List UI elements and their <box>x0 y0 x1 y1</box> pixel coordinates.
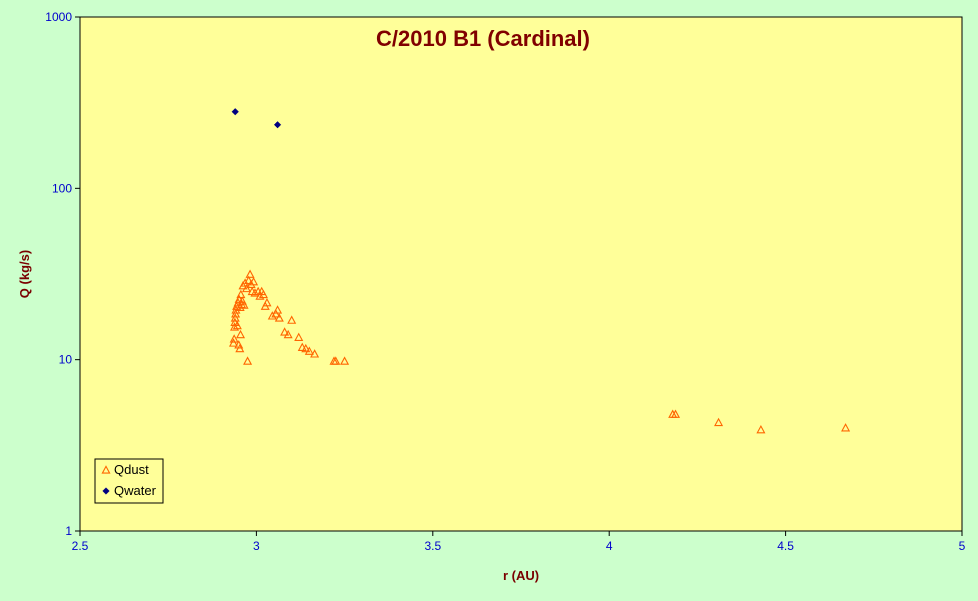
qdust-point <box>241 283 252 293</box>
y-tick-label: 10 <box>59 353 73 367</box>
plot-area <box>79 16 963 532</box>
qdust-point <box>243 356 253 365</box>
axes <box>75 16 963 536</box>
legend: Qdust Qwater <box>94 458 164 504</box>
qdust-point <box>340 356 350 365</box>
qdust-point <box>671 409 681 418</box>
qdust-point <box>250 288 260 297</box>
y-tick-label: 1 <box>65 524 72 538</box>
qdust-point <box>228 338 238 347</box>
qdust-point <box>267 311 277 320</box>
qdust-point <box>249 276 259 286</box>
qdust-point <box>231 309 241 318</box>
x-tick-label: 3 <box>253 539 260 553</box>
legend-qwater-marker <box>102 487 110 495</box>
qwater-point <box>273 121 282 129</box>
qdust-point <box>235 343 245 353</box>
x-tick-label: 4 <box>606 539 613 553</box>
qdust-point <box>238 281 248 290</box>
qdust-point <box>756 424 766 434</box>
qdust-point <box>232 320 242 330</box>
qdust-point <box>246 279 256 289</box>
qdust-point <box>230 322 240 331</box>
qdust-point <box>304 346 314 355</box>
legend-qdust-marker <box>101 465 111 474</box>
y-tick-label: 100 <box>52 181 72 195</box>
qdust-point <box>294 332 304 341</box>
y-tick-label: 1000 <box>45 10 72 24</box>
qdust-point <box>255 291 265 300</box>
qdust-point <box>301 343 311 353</box>
data-marks <box>228 108 851 434</box>
qdust-point <box>240 278 250 287</box>
qdust-point <box>262 297 272 307</box>
qdust-point <box>230 313 240 322</box>
qdust-point <box>331 356 341 365</box>
qdust-point <box>271 309 281 318</box>
qdust-point <box>258 289 268 299</box>
tick-labels: 2.5 3 3.5 4 4.5 5 1 10 100 1000 <box>45 10 965 553</box>
qdust-point <box>244 275 254 285</box>
qdust-point <box>274 313 284 322</box>
qdust-point <box>287 315 297 324</box>
legend-qdust-label: Qdust <box>114 462 149 477</box>
x-tick-label: 3.5 <box>424 539 441 553</box>
qdust-point <box>229 334 239 343</box>
qdust-point <box>283 329 293 339</box>
qdust-point <box>310 349 320 358</box>
qdust-point <box>239 300 249 309</box>
legend-qwater-label: Qwater <box>114 483 157 498</box>
qdust-point <box>280 327 290 336</box>
x-tick-label: 2.5 <box>72 539 89 553</box>
qdust-point <box>245 269 255 278</box>
qdust-point <box>236 329 246 339</box>
y-axis-title: Q (kg/s) <box>17 250 32 298</box>
qdust-point <box>273 305 283 314</box>
qwater-point <box>231 108 239 116</box>
x-tick-label: 4.5 <box>777 539 794 553</box>
x-axis-title: r (AU) <box>503 568 539 583</box>
chart-title: C/2010 B1 (Cardinal) <box>376 26 590 51</box>
qdust-point <box>714 417 724 427</box>
x-tick-label: 5 <box>959 539 966 553</box>
qdust-point <box>236 289 246 299</box>
qdust-point <box>841 423 851 432</box>
